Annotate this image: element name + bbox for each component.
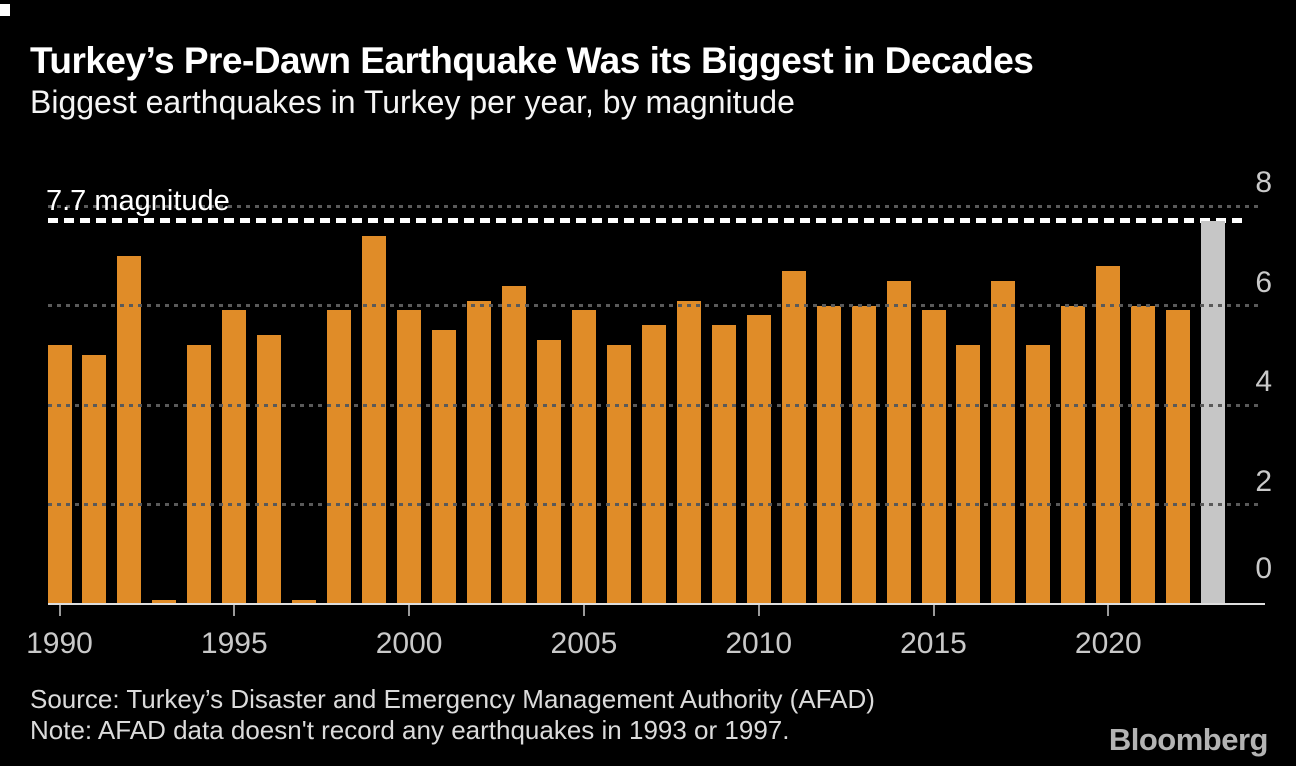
source-text: Source: Turkey’s Disaster and Emergency …	[30, 684, 875, 714]
threshold-dashed-line	[48, 218, 1245, 224]
x-axis-tick-2020	[1107, 605, 1110, 616]
bar-1998	[327, 310, 352, 604]
bar-2006	[606, 345, 631, 604]
bar-2013	[851, 305, 876, 604]
bar-1997	[292, 600, 317, 604]
y-axis-label-8: 8	[1255, 166, 1272, 199]
bar-2023	[1201, 220, 1226, 604]
bar-1994	[187, 345, 212, 604]
x-axis-label-2015: 2015	[900, 627, 967, 660]
bar-2012	[816, 305, 841, 604]
bar-2019	[1061, 305, 1086, 604]
x-axis-label-2020: 2020	[1074, 627, 1142, 660]
bar-2010	[746, 315, 771, 604]
x-axis-tick-2000	[408, 605, 411, 616]
bar-2001	[432, 330, 457, 604]
bar-1995	[222, 310, 247, 604]
y-axis-label-0: 0	[1255, 552, 1272, 585]
bar-2009	[711, 325, 736, 604]
bar-2017	[991, 280, 1016, 604]
bar-2022	[1166, 310, 1191, 604]
x-axis-tick-2005	[582, 605, 585, 616]
bar-2021	[1131, 305, 1156, 604]
bar-2016	[956, 345, 981, 604]
chart-subtitle: Biggest earthquakes in Turkey per year, …	[30, 84, 795, 120]
bar-2005	[571, 310, 596, 604]
bar-1999	[362, 235, 387, 604]
bar-1992	[117, 255, 142, 604]
x-axis-label-2000: 2000	[375, 627, 443, 660]
x-axis-label-1990: 1990	[26, 627, 93, 660]
bar-1991	[82, 355, 107, 604]
screen-artifact	[0, 4, 10, 16]
bar-1996	[257, 335, 282, 604]
bar-2000	[397, 310, 422, 604]
threshold-annotation-label: 7.7 magnitude	[46, 185, 230, 217]
bar-2015	[921, 310, 946, 604]
bar-2008	[676, 300, 701, 604]
y-axis-label-2: 2	[1255, 464, 1272, 498]
bar-2014	[886, 280, 911, 604]
gridline-6	[48, 304, 1263, 307]
bloomberg-logo: Bloomberg	[1108, 722, 1269, 757]
gridline-4	[48, 403, 1263, 407]
x-axis-line	[48, 603, 1265, 605]
bar-2011	[781, 270, 806, 604]
bar-1990	[47, 345, 72, 604]
gridline-2	[48, 503, 1263, 506]
chart-title: Turkey’s Pre-Dawn Earthquake Was its Big…	[30, 40, 1034, 81]
x-axis-tick-1995	[233, 605, 236, 616]
x-axis-tick-2010	[757, 605, 760, 616]
bar-1993	[152, 600, 177, 604]
bar-2020	[1096, 265, 1121, 604]
y-axis-label-4: 4	[1255, 365, 1272, 398]
bar-2018	[1026, 345, 1051, 604]
x-axis-tick-2015	[932, 605, 935, 616]
bar-2003	[501, 285, 526, 604]
note-text: Note: AFAD data doesn't record any earth…	[30, 715, 790, 745]
x-axis-label-2010: 2010	[725, 627, 793, 660]
bar-2007	[641, 325, 666, 604]
x-axis-label-2005: 2005	[550, 627, 618, 660]
gridline-8	[48, 204, 1263, 208]
bar-2004	[536, 340, 561, 604]
y-axis-label-6: 6	[1255, 265, 1272, 299]
bar-2002	[467, 300, 492, 604]
x-axis-tick-1990	[58, 605, 61, 616]
x-axis-label-1995: 1995	[200, 627, 268, 660]
